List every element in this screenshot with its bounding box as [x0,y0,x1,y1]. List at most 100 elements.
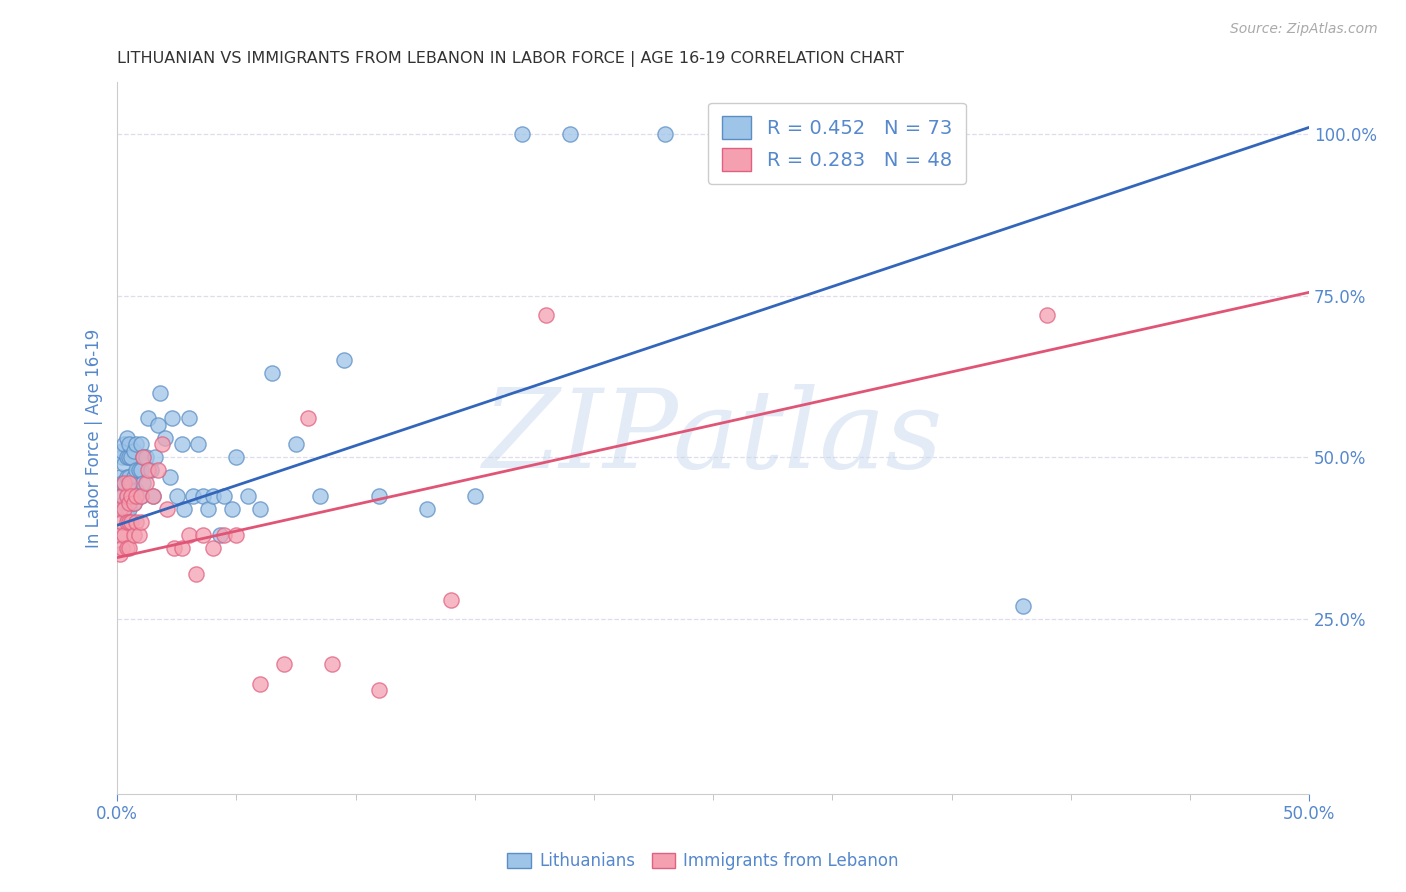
Point [118,502,141,516]
Point [129,437,152,451]
Point [201,489,224,503]
Point [153,431,176,445]
Point [1012,599,1035,613]
Text: ZIPatlas: ZIPatlas [482,384,943,491]
Point [368,683,391,698]
Point [146,417,169,432]
Point [125,489,148,503]
Point [177,411,200,425]
Point [156,502,179,516]
Point [118,469,141,483]
Point [143,450,166,465]
Point [159,469,181,483]
Point [221,502,243,516]
Point [197,502,219,516]
Point [183,489,205,503]
Point [249,502,271,516]
Point [115,431,138,445]
Legend: R = 0.452   N = 73, R = 0.283   N = 48: R = 0.452 N = 73, R = 0.283 N = 48 [709,103,966,185]
Point [122,495,145,509]
Point [225,450,247,465]
Point [184,566,207,581]
Point [149,385,172,400]
Point [121,450,143,465]
Point [173,502,195,516]
Point [191,489,214,503]
Point [132,450,155,465]
Point [115,508,138,523]
Text: Source: ZipAtlas.com: Source: ZipAtlas.com [1230,22,1378,37]
Point [177,528,200,542]
Point [654,127,676,141]
Point [118,489,141,503]
Point [225,528,247,542]
Point [163,541,186,555]
Point [111,541,134,555]
Point [142,489,165,503]
Point [118,450,141,465]
Point [128,463,150,477]
Point [118,495,141,509]
Point [136,411,159,425]
Point [115,489,138,503]
Point [121,489,143,503]
Point [108,489,131,503]
Point [773,127,796,141]
Point [111,489,134,503]
Point [122,443,145,458]
Point [512,127,534,141]
Point [118,476,141,491]
Point [332,353,354,368]
Point [112,528,135,542]
Legend: Lithuanians, Immigrants from Lebanon: Lithuanians, Immigrants from Lebanon [501,846,905,877]
Point [111,450,134,465]
Point [108,469,131,483]
Point [118,515,141,529]
Point [112,495,135,509]
Point [121,489,143,503]
Point [170,541,193,555]
Point [160,411,183,425]
Point [115,450,138,465]
Point [132,476,155,491]
Point [201,541,224,555]
Point [118,437,141,451]
Point [132,450,155,465]
Point [129,489,152,503]
Point [118,541,141,555]
Text: LITHUANIAN VS IMMIGRANTS FROM LEBANON IN LABOR FORCE | AGE 16-19 CORRELATION CHA: LITHUANIAN VS IMMIGRANTS FROM LEBANON IN… [117,51,904,67]
Point [115,541,138,555]
Point [125,463,148,477]
Point [129,489,152,503]
Point [112,476,135,491]
Point [111,476,134,491]
Point [1036,308,1059,322]
Point [208,528,231,542]
Point [416,502,439,516]
Point [115,469,138,483]
Point [368,489,391,503]
Point [187,437,209,451]
Point [125,515,148,529]
Point [112,457,135,471]
Point [191,528,214,542]
Point [321,657,343,672]
Point [308,489,330,503]
Point [135,476,157,491]
Point [297,411,319,425]
Point [146,463,169,477]
Point [128,528,150,542]
Point [129,463,152,477]
Point [166,489,188,503]
Y-axis label: In Labor Force | Age 16-19: In Labor Force | Age 16-19 [86,328,103,548]
Point [108,547,131,561]
Point [115,515,138,529]
Point [135,450,157,465]
Point [214,528,236,542]
Point [249,676,271,690]
Point [111,502,134,516]
Point [273,657,295,672]
Point [121,476,143,491]
Point [111,443,134,458]
Point [440,592,463,607]
